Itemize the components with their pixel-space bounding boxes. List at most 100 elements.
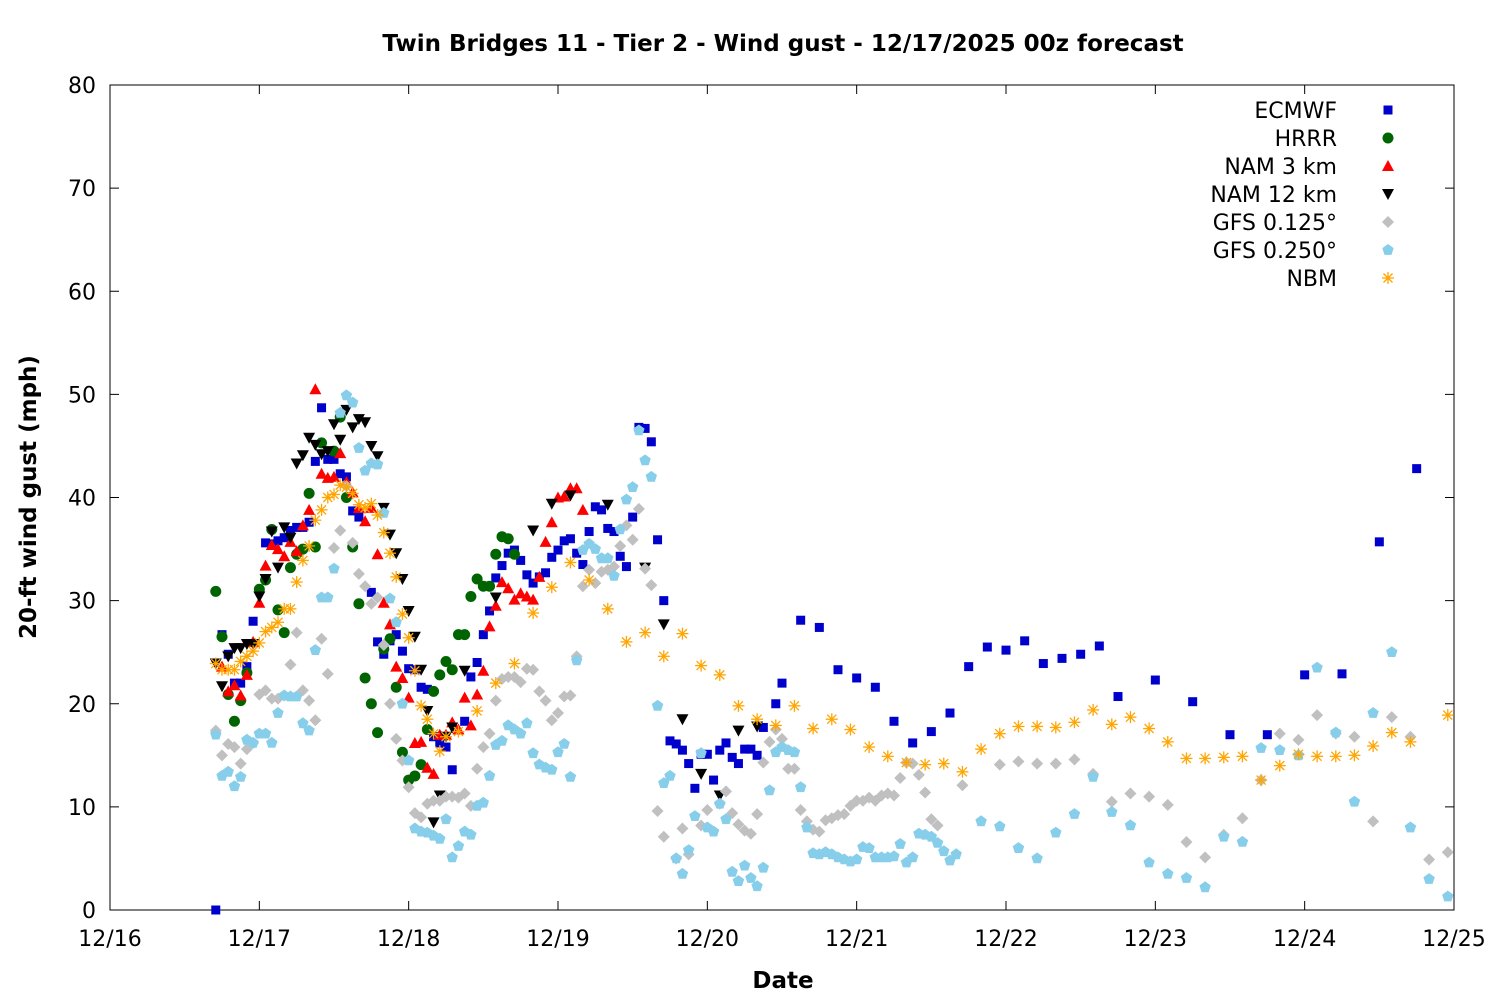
data-point — [222, 651, 235, 663]
data-point — [441, 742, 451, 752]
data-point — [291, 690, 303, 702]
data-point — [1180, 872, 1193, 883]
data-point — [614, 523, 626, 535]
data-point — [713, 668, 726, 681]
data-point — [1367, 740, 1380, 753]
data-point — [471, 704, 484, 717]
data-point — [435, 738, 445, 748]
data-point — [539, 694, 552, 707]
data-point — [377, 596, 390, 608]
data-point — [744, 827, 757, 840]
data-point — [315, 503, 328, 516]
data-point — [1143, 856, 1155, 868]
y-tick-label: 50 — [68, 383, 96, 408]
data-point — [702, 749, 712, 759]
data-point — [1038, 659, 1048, 669]
data-point — [993, 758, 1006, 771]
data-point — [477, 664, 490, 676]
data-point — [515, 727, 527, 739]
y-tick-label: 30 — [68, 590, 96, 615]
data-point — [745, 872, 757, 883]
data-point — [1311, 750, 1324, 763]
data-point — [975, 743, 988, 756]
data-point — [639, 562, 652, 575]
legend-label-nam-12-km: NAM 12 km — [1210, 183, 1337, 208]
data-point — [278, 627, 290, 639]
data-point — [950, 848, 962, 860]
data-point — [1143, 790, 1156, 803]
data-point — [259, 684, 272, 697]
data-point — [348, 506, 358, 516]
legend-label-gfs-0-125: GFS 0.125° — [1213, 211, 1337, 236]
data-point — [937, 757, 950, 770]
data-point — [247, 736, 259, 748]
data-point — [670, 852, 682, 864]
data-point — [1385, 711, 1398, 724]
x-tick-label: 12/19 — [526, 927, 589, 952]
data-point — [514, 676, 527, 689]
data-point — [222, 685, 235, 697]
data-point — [366, 587, 376, 597]
data-point — [315, 467, 328, 479]
data-point — [447, 765, 457, 775]
data-point — [328, 562, 340, 574]
data-point — [211, 905, 221, 915]
data-point — [415, 811, 428, 824]
data-point — [309, 383, 322, 395]
data-point — [247, 638, 260, 650]
data-point — [328, 488, 340, 501]
series-gfs-0-250 — [210, 389, 1454, 902]
data-point — [1367, 707, 1379, 718]
data-point — [1337, 669, 1347, 679]
data-point — [265, 621, 278, 634]
data-point — [1199, 752, 1212, 765]
data-point — [390, 660, 403, 672]
data-point — [919, 758, 932, 771]
y-tick-label: 70 — [68, 177, 96, 202]
data-point — [284, 532, 297, 544]
data-point — [1031, 757, 1044, 770]
legend-label-nam-3-km: NAM 3 km — [1224, 155, 1337, 180]
data-point — [758, 722, 768, 732]
data-point — [1087, 703, 1100, 716]
data-point — [352, 567, 365, 580]
data-point — [801, 821, 813, 833]
data-point — [346, 422, 359, 434]
data-point — [502, 582, 515, 594]
data-point — [446, 664, 458, 676]
data-point — [715, 745, 725, 755]
data-point — [259, 573, 272, 585]
data-point — [365, 440, 378, 452]
data-point — [919, 786, 932, 799]
x-tick-label: 12/16 — [78, 927, 141, 952]
data-point — [825, 713, 838, 726]
data-point — [396, 608, 409, 621]
data-point — [253, 591, 266, 603]
data-point — [993, 727, 1006, 740]
data-point — [757, 756, 770, 769]
data-point — [483, 769, 496, 781]
data-point — [726, 865, 738, 877]
data-point — [1012, 720, 1025, 733]
data-point — [352, 498, 365, 511]
data-point — [503, 548, 513, 558]
data-point — [216, 681, 228, 693]
data-point — [1348, 795, 1361, 807]
data-point — [795, 781, 807, 793]
data-point — [1273, 727, 1286, 740]
data-point — [576, 503, 589, 515]
data-point — [290, 458, 303, 470]
y-tick-label: 40 — [68, 487, 96, 512]
data-point — [657, 830, 670, 843]
data-point — [464, 719, 477, 731]
data-point — [907, 851, 919, 863]
data-point — [253, 636, 266, 649]
data-point — [863, 741, 876, 754]
data-point — [1188, 697, 1198, 707]
data-point — [676, 867, 689, 879]
data-point — [228, 663, 241, 676]
data-point — [323, 454, 333, 464]
data-point — [733, 759, 743, 769]
data-point — [558, 490, 571, 502]
data-point — [516, 555, 526, 565]
